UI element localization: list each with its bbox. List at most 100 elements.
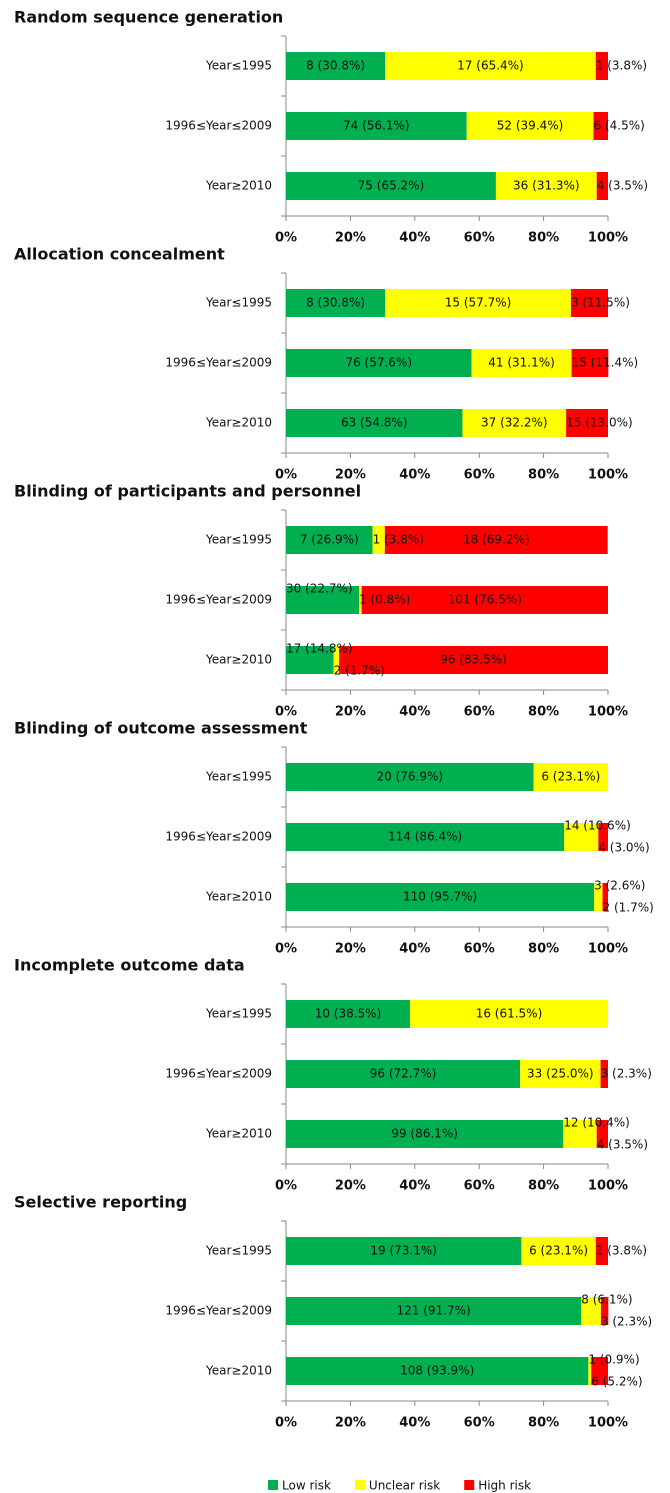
value-label: 20 (76.9%) <box>377 770 444 784</box>
bar-segment <box>521 1237 596 1265</box>
panel-title: Random sequence generation <box>14 8 283 27</box>
value-label: 17 (65.4%) <box>457 59 524 73</box>
value-label: 2 (1.7%) <box>334 664 385 678</box>
bar-segment <box>471 349 572 377</box>
value-label: 121 (91.7%) <box>397 1304 471 1318</box>
bar-segment <box>596 172 608 200</box>
bar-segment <box>286 172 496 200</box>
value-label: 15 (11.4%) <box>572 356 639 370</box>
value-label: 114 (86.4%) <box>388 830 462 844</box>
x-tick-label: 100% <box>588 1416 628 1431</box>
bar-segment <box>563 1120 597 1148</box>
value-label: 52 (39.4%) <box>497 119 564 133</box>
value-label: 18 (69.2%) <box>463 533 530 547</box>
bar-segment <box>600 1060 608 1088</box>
legend-label: High risk <box>478 1479 531 1493</box>
category-label: Year≥2010 <box>205 416 272 430</box>
value-label: 14 (10.6%) <box>564 819 631 833</box>
bar-segment <box>359 586 362 614</box>
x-tick-label: 100% <box>588 231 628 246</box>
bar-segment <box>286 1297 582 1325</box>
value-label: 37 (32.2%) <box>481 416 548 430</box>
value-label: 8 (30.8%) <box>306 296 365 310</box>
value-label: 76 (57.6%) <box>345 356 412 370</box>
category-label: Year≥2010 <box>205 653 272 667</box>
bar-segment <box>385 52 596 80</box>
x-tick-label: 80% <box>528 1416 559 1431</box>
category-label: Year≥2010 <box>205 179 272 193</box>
value-label: 108 (93.9%) <box>400 1364 474 1378</box>
value-label: 19 (73.1%) <box>370 1244 437 1258</box>
x-tick-label: 20% <box>335 1179 366 1194</box>
bar-segment <box>339 646 608 674</box>
bar-segment <box>286 1120 564 1148</box>
x-tick-label: 20% <box>335 942 366 957</box>
bar-segment <box>372 526 385 554</box>
value-label: 1 (0.9%) <box>588 1353 639 1367</box>
bar-segment <box>570 289 608 317</box>
x-tick-label: 0% <box>275 468 297 483</box>
value-label: 1 (0.8%) <box>359 593 410 607</box>
bar-segment <box>520 1060 601 1088</box>
legend-swatch <box>464 1480 475 1490</box>
category-label: Year≥2010 <box>205 1364 272 1378</box>
x-tick-label: 20% <box>335 705 366 720</box>
value-label: 15 (13.0%) <box>566 416 633 430</box>
value-label: 15 (57.7%) <box>445 296 512 310</box>
panel-title: Incomplete outcome data <box>14 956 245 975</box>
value-label: 1 (3.8%) <box>596 59 647 73</box>
x-tick-label: 100% <box>588 468 628 483</box>
value-label: 10 (38.5%) <box>315 1007 382 1021</box>
category-label: Year≤1995 <box>205 1007 272 1021</box>
category-label: 1996≤Year≤2009 <box>165 356 272 370</box>
bar-segment <box>286 112 467 140</box>
category-label: 1996≤Year≤2009 <box>165 1067 272 1081</box>
bar-segment <box>602 883 608 911</box>
value-label: 8 (30.8%) <box>306 59 365 73</box>
bar-segment <box>286 883 595 911</box>
panel-title: Blinding of outcome assessment <box>14 719 308 738</box>
panel-title: Blinding of participants and personnel <box>14 482 361 501</box>
bar-segment <box>595 52 608 80</box>
category-label: 1996≤Year≤2009 <box>165 830 272 844</box>
value-label: 7 (26.9%) <box>300 533 359 547</box>
bar-segment <box>581 1297 601 1325</box>
bar-segment <box>286 823 565 851</box>
value-label: 96 (83.5%) <box>440 653 507 667</box>
value-label: 110 (95.7%) <box>403 890 477 904</box>
bar-segment <box>286 1000 410 1028</box>
x-tick-label: 0% <box>275 1179 297 1194</box>
x-tick-label: 80% <box>528 942 559 957</box>
bar-segment <box>286 409 463 437</box>
bar-segment <box>564 823 599 851</box>
bar-segment <box>286 1237 522 1265</box>
bar-segment <box>600 1297 609 1325</box>
value-label: 2 (1.7%) <box>603 901 654 915</box>
x-tick-label: 80% <box>528 468 559 483</box>
category-label: Year≤1995 <box>205 59 272 73</box>
value-label: 4 (3.0%) <box>598 841 649 855</box>
value-label: 74 (56.1%) <box>343 119 410 133</box>
bar-segment <box>286 52 386 80</box>
panel-title: Selective reporting <box>14 1193 187 1212</box>
bar-segment <box>495 172 597 200</box>
x-tick-label: 20% <box>335 231 366 246</box>
panel-title: Allocation concealment <box>14 245 225 264</box>
category-label: 1996≤Year≤2009 <box>165 119 272 133</box>
value-label: 63 (54.8%) <box>341 416 408 430</box>
x-tick-label: 40% <box>399 942 430 957</box>
category-label: Year≥2010 <box>205 1127 272 1141</box>
legend-label: Low risk <box>282 1479 331 1493</box>
category-label: Year≤1995 <box>205 1244 272 1258</box>
bar-segment <box>286 526 373 554</box>
legend-label: Unclear risk <box>369 1479 440 1493</box>
category-label: Year≤1995 <box>205 533 272 547</box>
bar-segment <box>385 289 571 317</box>
bar-segment <box>409 1000 608 1028</box>
bar-segment <box>571 349 609 377</box>
bar-segment <box>596 1120 608 1148</box>
x-tick-label: 40% <box>399 231 430 246</box>
value-label: 96 (72.7%) <box>370 1067 437 1081</box>
x-tick-label: 0% <box>275 942 297 957</box>
value-label: 6 (4.5%) <box>594 119 645 133</box>
